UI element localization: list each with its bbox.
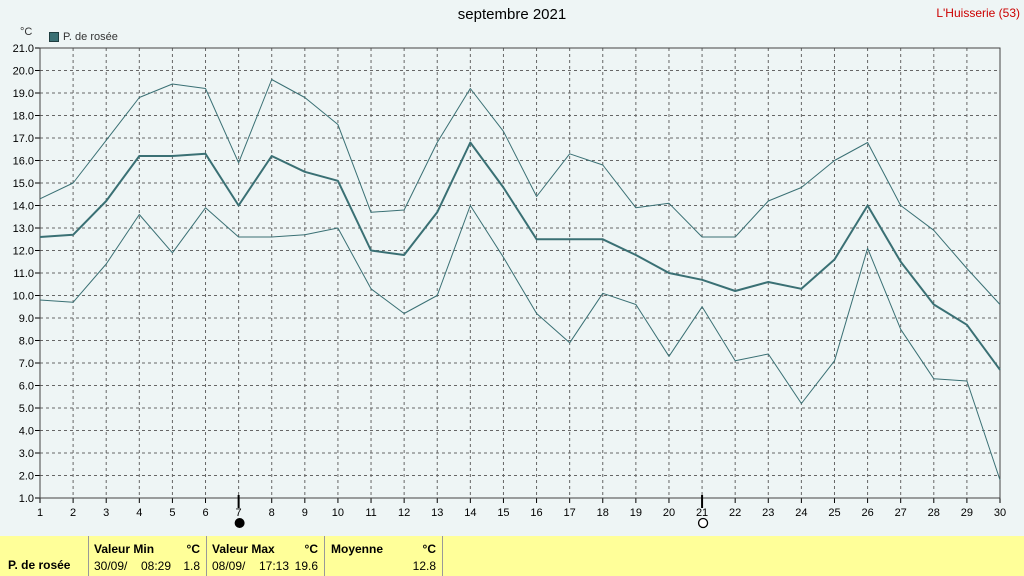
- x-tick-label: 15: [497, 507, 509, 519]
- y-tick-label: 5.0: [19, 403, 34, 415]
- x-tick-label: 5: [169, 507, 175, 519]
- x-tick-label: 19: [630, 507, 642, 519]
- y-tick-label: 16.0: [13, 156, 34, 168]
- y-tick-label: 20.0: [13, 66, 34, 78]
- x-tick-label: 1: [37, 507, 43, 519]
- y-tick-label: 7.0: [19, 358, 34, 370]
- series-line-max: [39, 79, 1001, 305]
- dewpoint-chart: 1.0 2.0 3.0 4.0 5.0 6.0 7.0 8.0 9.0 10.0 11.0 12.0 1…: [13, 43, 1006, 529]
- y-tick-label: 21.0: [13, 43, 34, 55]
- x-tick-label: 10: [332, 507, 344, 519]
- x-tick-label: 16: [530, 507, 542, 519]
- min-time: 08:29: [141, 559, 172, 573]
- series-line-min: [39, 205, 1001, 481]
- max-date: 08/09/: [212, 559, 246, 573]
- min-date: 30/09/: [94, 559, 128, 573]
- y-tick-label: 19.0: [13, 88, 34, 100]
- x-tick-label: 26: [861, 507, 873, 519]
- x-tick-label: 9: [302, 507, 308, 519]
- x-tick-label: 22: [729, 507, 741, 519]
- chart-title: septembre 2021: [457, 6, 567, 23]
- min-unit: °C: [186, 542, 200, 556]
- x-tick-label: 4: [136, 507, 142, 519]
- x-tick-label: 24: [795, 507, 807, 519]
- max-value: 19.6: [294, 559, 318, 573]
- y-tick-label: 10.0: [13, 291, 34, 303]
- stats-panel: P. de rosée Valeur Min °C 30/09/ 08:29 1…: [0, 536, 1024, 576]
- y-tick-label: 4.0: [19, 426, 34, 438]
- x-tick-label: 11: [365, 507, 376, 519]
- x-tick-label: 17: [564, 507, 576, 519]
- x-tick-label: 2: [70, 507, 76, 519]
- x-tick-label: 6: [202, 507, 208, 519]
- y-tick-label: 3.0: [19, 448, 34, 460]
- y-tick-label: 15.0: [13, 178, 34, 190]
- y-tick-label: 18.0: [13, 111, 34, 123]
- series-line-mean: [39, 141, 1001, 371]
- y-tick-label: 12.0: [13, 246, 34, 258]
- x-tick-label: 30: [994, 507, 1006, 519]
- y-axis-unit: °C: [20, 26, 33, 38]
- avg-header: Moyenne: [331, 542, 384, 556]
- x-tick-label: 20: [663, 507, 675, 519]
- y-tick-label: 2.0: [19, 471, 34, 483]
- stats-avg-column: Moyenne °C 12.8: [324, 536, 443, 576]
- full-moon-icon: [697, 517, 709, 529]
- stats-min-column: Valeur Min °C 30/09/ 08:29 1.8: [88, 536, 206, 576]
- max-header: Valeur Max: [212, 542, 275, 556]
- x-tick-label: 21: [696, 507, 708, 519]
- x-tick-label: 18: [597, 507, 609, 519]
- min-header: Valeur Min: [94, 542, 155, 556]
- new-moon-icon: [234, 518, 245, 528]
- x-tick-label: 7: [236, 507, 242, 519]
- plot-frame: [39, 47, 1001, 499]
- y-tick-label: 9.0: [19, 313, 34, 325]
- max-time: 17:13: [259, 559, 290, 573]
- x-tick-label: 23: [762, 507, 774, 519]
- y-tick-label: 1.0: [19, 493, 34, 505]
- y-tick-label: 8.0: [19, 336, 34, 348]
- avg-unit: °C: [422, 542, 436, 556]
- y-tick-label: 11.0: [13, 268, 34, 280]
- avg-value: 12.8: [412, 559, 436, 573]
- max-unit: °C: [304, 542, 318, 556]
- x-tick-label: 25: [828, 507, 840, 519]
- stats-series-label: P. de rosée: [8, 558, 71, 572]
- y-tick-label: 17.0: [13, 133, 34, 145]
- legend-swatch: [49, 32, 59, 42]
- legend-label: P. de rosée: [63, 31, 118, 43]
- x-tick-label: 28: [928, 507, 940, 519]
- y-tick-label: 13.0: [13, 223, 34, 235]
- y-tick-label: 14.0: [13, 201, 34, 213]
- y-tick-label: 6.0: [19, 381, 34, 393]
- min-value: 1.8: [183, 559, 200, 573]
- x-tick-label: 3: [103, 507, 109, 519]
- x-tick-label: 13: [431, 507, 443, 519]
- x-tick-label: 29: [961, 507, 973, 519]
- station-name: L'Huisserie (53): [936, 6, 1020, 20]
- stats-max-column: Valeur Max °C 08/09/ 17:13 19.6: [206, 536, 324, 576]
- x-tick-label: 12: [398, 507, 410, 519]
- x-tick-label: 8: [269, 507, 275, 519]
- chart-legend: P. de rosée: [49, 31, 118, 43]
- x-tick-label: 27: [895, 507, 907, 519]
- x-tick-label: 14: [464, 507, 476, 519]
